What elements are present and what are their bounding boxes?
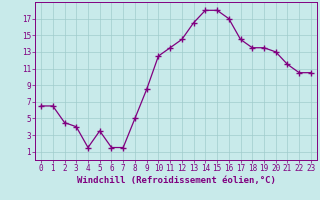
X-axis label: Windchill (Refroidissement éolien,°C): Windchill (Refroidissement éolien,°C) (76, 176, 276, 185)
